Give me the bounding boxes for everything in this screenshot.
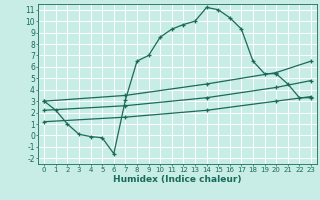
X-axis label: Humidex (Indice chaleur): Humidex (Indice chaleur) xyxy=(113,175,242,184)
